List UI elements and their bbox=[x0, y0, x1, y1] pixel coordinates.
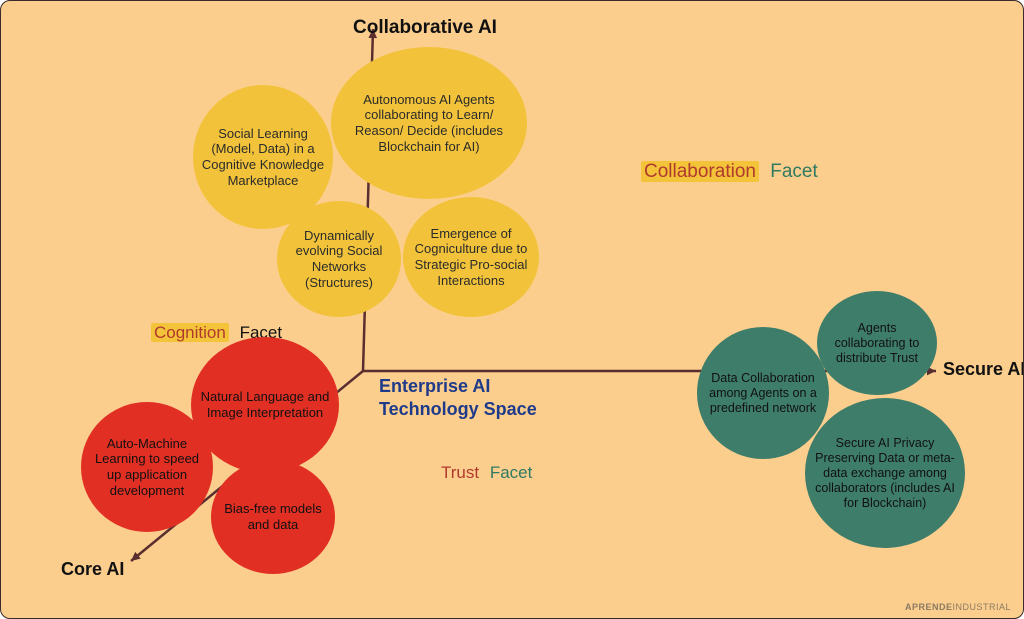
bubble-label: Autonomous AI Agents collaborating to Le… bbox=[339, 92, 519, 154]
facet-label-collaboration: Collaboration Facet bbox=[641, 161, 818, 183]
facet-word-facet: Facet bbox=[770, 161, 818, 182]
bubble-label: Dynamically evolving Social Networks (St… bbox=[285, 228, 393, 290]
bubble-y-auto: Autonomous AI Agents collaborating to Le… bbox=[331, 47, 527, 199]
bubble-label: Natural Language and Image Interpretatio… bbox=[199, 389, 331, 420]
bubble-r-bias: Bias-free models and data bbox=[211, 460, 335, 574]
axis-label-core: Core AI bbox=[61, 559, 124, 580]
bubble-label: Data Collaboration among Agents on a pre… bbox=[705, 371, 821, 416]
bubble-label: Emergence of Cogniculture due to Strateg… bbox=[411, 226, 531, 288]
facet-word-cognition: Cognition bbox=[151, 323, 229, 342]
diagram-canvas: Collaborative AI Secure AI Core AI Enter… bbox=[0, 0, 1024, 619]
center-title: Enterprise AI Technology Space bbox=[379, 375, 549, 420]
bubble-r-automl: Auto-Machine Learning to speed up applic… bbox=[81, 402, 213, 532]
bubble-r-nli: Natural Language and Image Interpretatio… bbox=[191, 337, 339, 473]
bubble-label: Bias-free models and data bbox=[219, 501, 327, 532]
bubble-y-emerge: Emergence of Cogniculture due to Strateg… bbox=[403, 197, 539, 317]
axis-label-collaborative: Collaborative AI bbox=[353, 17, 497, 39]
facet-label-trust: Trust Facet bbox=[441, 463, 532, 483]
bubble-g-datacol: Data Collaboration among Agents on a pre… bbox=[697, 327, 829, 459]
facet-word-facet: Facet bbox=[490, 463, 533, 482]
bubble-label: Social Learning (Model, Data) in a Cogni… bbox=[201, 126, 325, 188]
axis-label-secure: Secure AI bbox=[943, 359, 1024, 380]
bubble-label: Auto-Machine Learning to speed up applic… bbox=[89, 436, 205, 498]
bubble-g-privacy: Secure AI Privacy Preserving Data or met… bbox=[805, 398, 965, 548]
watermark: APRENDEINDUSTRIAL bbox=[905, 602, 1011, 612]
facet-word-trust: Trust bbox=[441, 463, 479, 482]
facet-word-collaboration: Collaboration bbox=[641, 161, 759, 182]
bubble-g-disttrust: Agents collaborating to distribute Trust bbox=[817, 291, 937, 395]
bubble-label: Secure AI Privacy Preserving Data or met… bbox=[813, 436, 957, 511]
bubble-label: Agents collaborating to distribute Trust bbox=[825, 321, 929, 366]
bubble-y-dynamic: Dynamically evolving Social Networks (St… bbox=[277, 201, 401, 317]
